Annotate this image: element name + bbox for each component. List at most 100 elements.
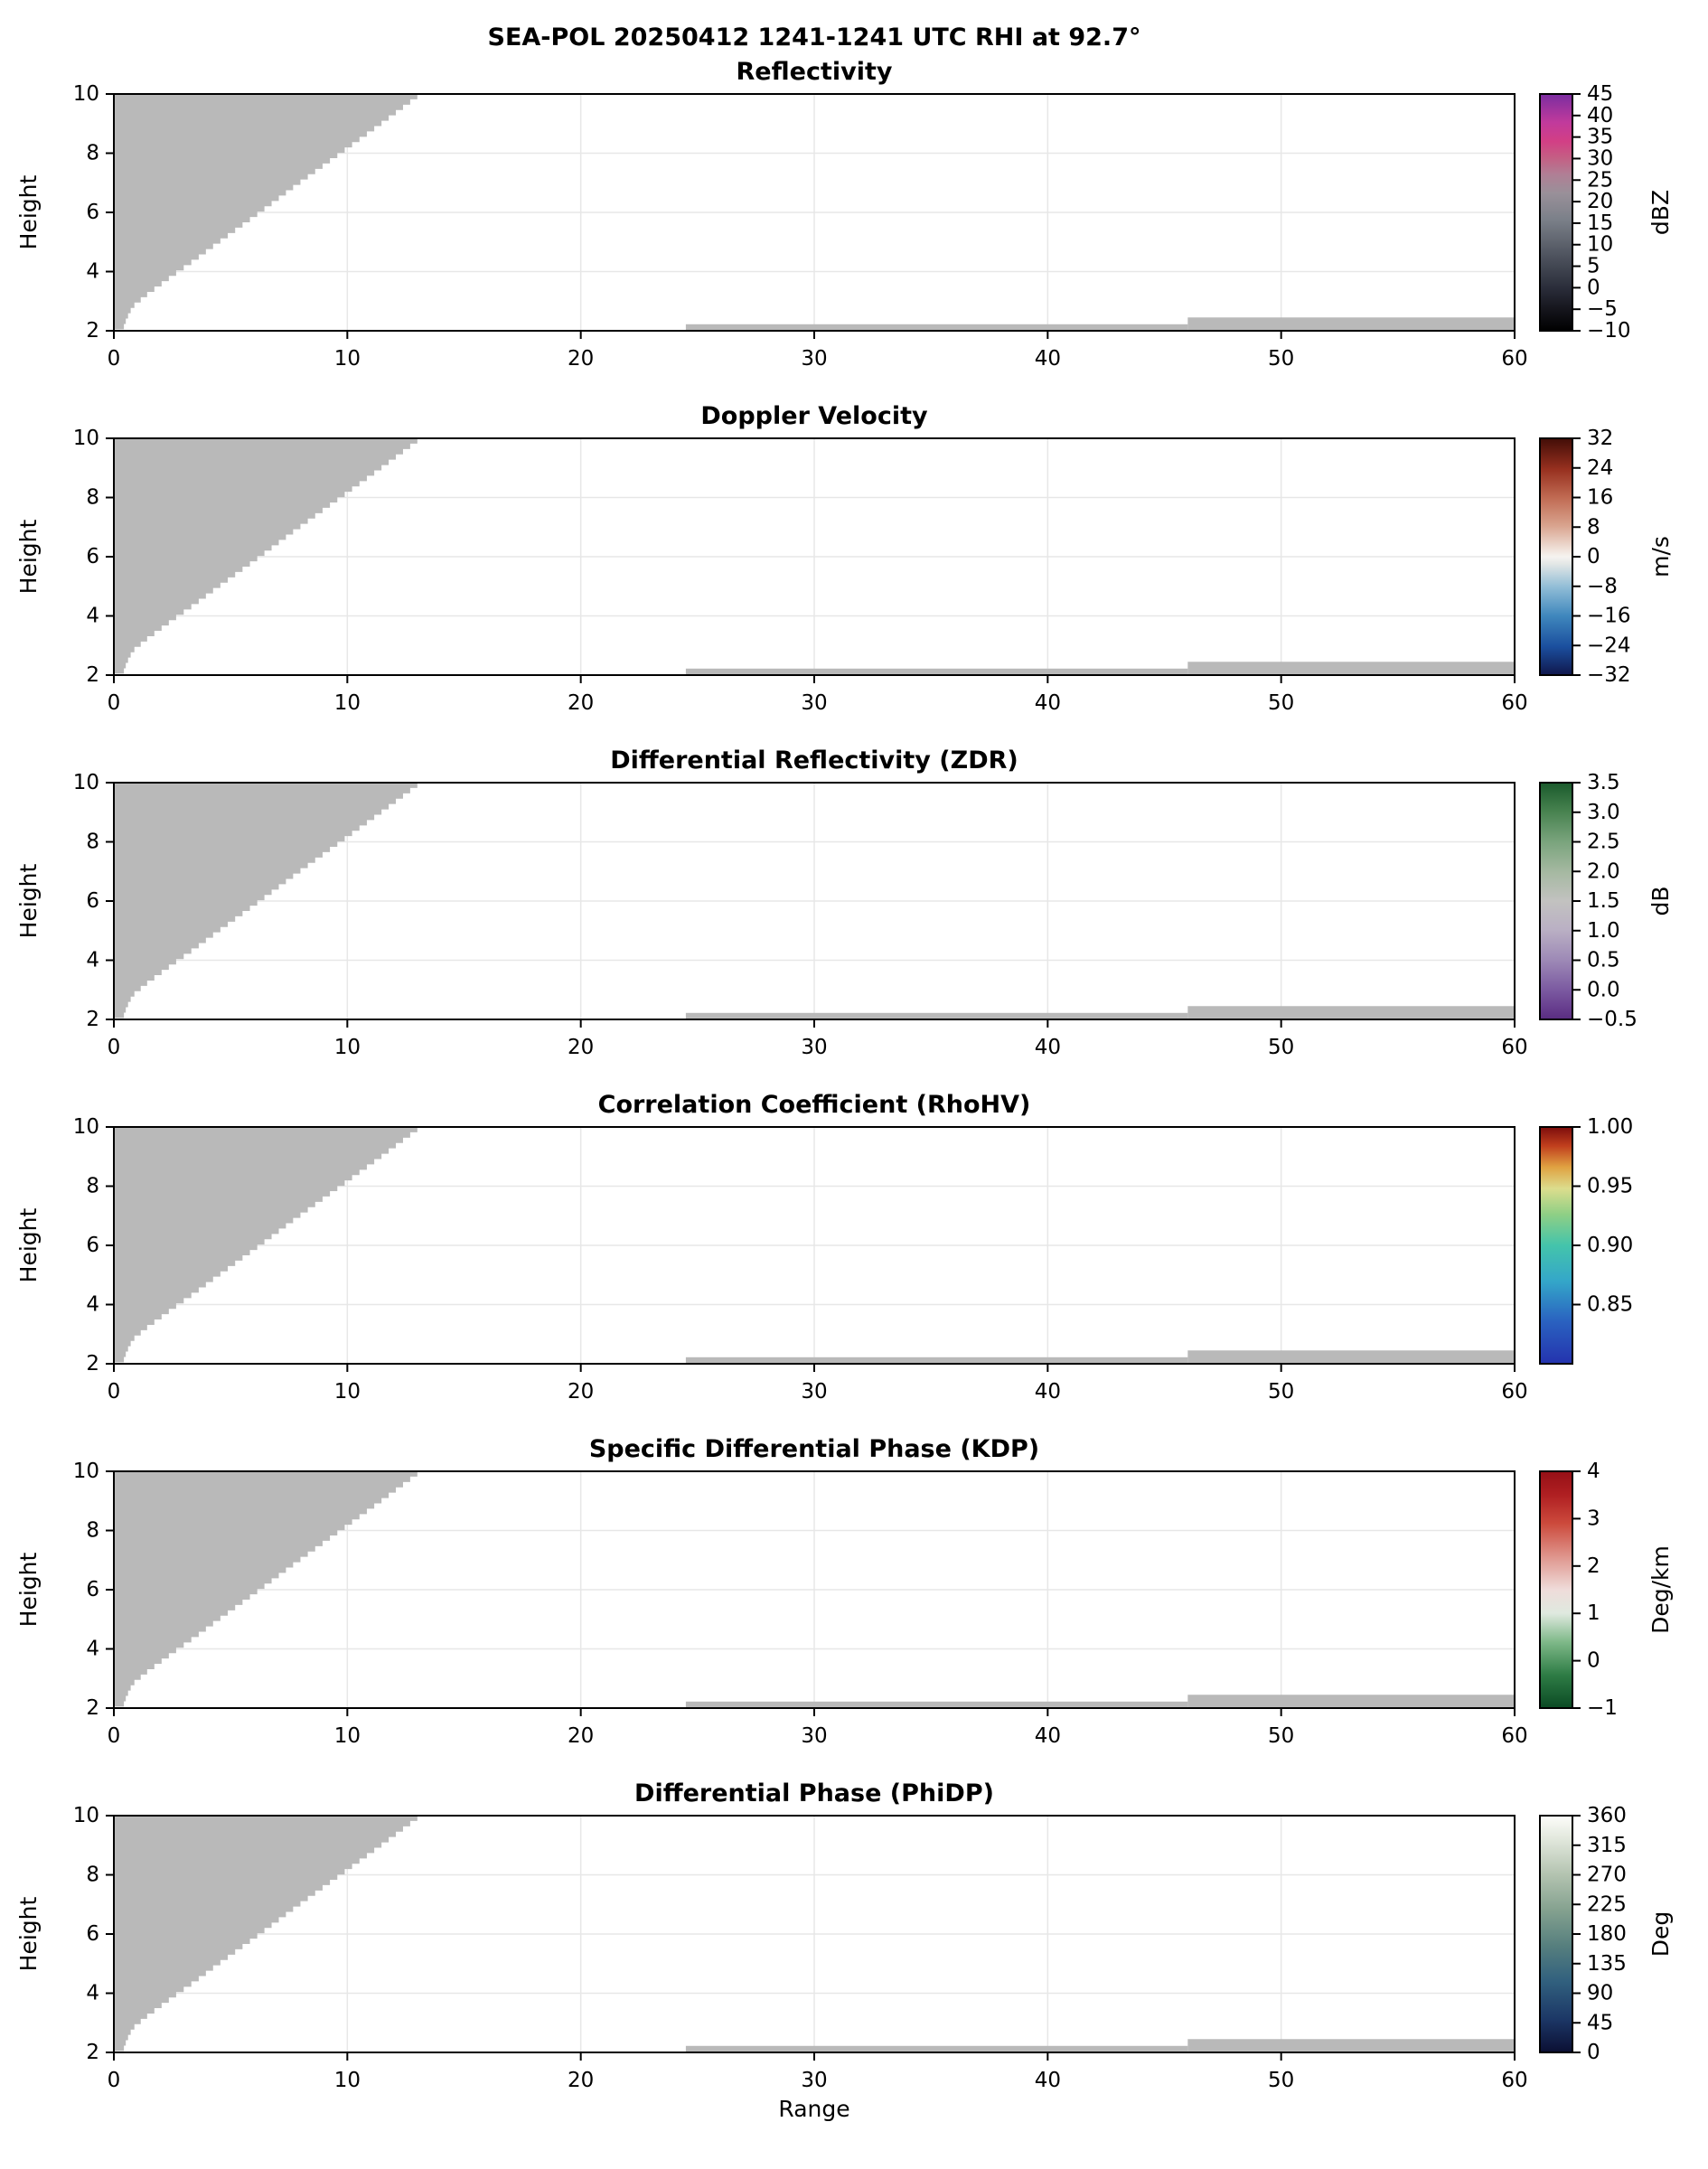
colorbar-tick-label: 315 — [1587, 1834, 1627, 1857]
colorbar-tick-label: 2.5 — [1587, 831, 1620, 854]
colorbar-tick-label: 0 — [1587, 1649, 1600, 1673]
y-tick-label: 2 — [86, 1008, 99, 1031]
colorbar-tick-label: 180 — [1587, 1922, 1627, 1946]
y-axis-label: Height — [15, 863, 42, 938]
x-tick-label: 10 — [334, 1380, 361, 1404]
no-data-wedge — [114, 1816, 418, 2052]
x-tick-label: 40 — [1035, 1036, 1061, 1059]
colorbar-tick-label: 15 — [1587, 211, 1613, 235]
colorbar-tick-label: 270 — [1587, 1864, 1627, 1887]
colorbar-tick-label: 0 — [1587, 545, 1600, 568]
colorbar-tick-label: 0.85 — [1587, 1293, 1633, 1317]
y-tick-label: 2 — [86, 1352, 99, 1376]
colorbar — [1540, 1816, 1572, 2052]
x-tick-label: 30 — [801, 1724, 827, 1748]
y-axis-label: Height — [15, 1207, 42, 1282]
x-tick-label: 30 — [801, 691, 827, 715]
no-data-strip — [685, 1357, 1188, 1364]
figure-title: SEA-POL 20250412 1241-1241 UTC RHI at 92… — [488, 23, 1141, 52]
x-tick-label: 60 — [1501, 2069, 1527, 2092]
x-tick-label: 40 — [1035, 347, 1061, 371]
x-tick-label: 50 — [1268, 1036, 1294, 1059]
y-tick-label: 10 — [73, 82, 99, 106]
colorbar-tick-label: 45 — [1587, 2011, 1613, 2034]
colorbar-tick-label: 1.0 — [1587, 919, 1620, 943]
colorbar-tick-label: 24 — [1587, 456, 1613, 480]
colorbar-tick-label: 0.95 — [1587, 1175, 1633, 1198]
x-tick-label: 40 — [1035, 1380, 1061, 1404]
x-tick-label: 10 — [334, 691, 361, 715]
y-axis-label: Height — [15, 519, 42, 594]
colorbar-tick-label: −8 — [1587, 575, 1618, 598]
colorbar-tick-label: 3.5 — [1587, 771, 1620, 794]
no-data-wedge — [114, 94, 418, 330]
x-tick-label: 50 — [1268, 347, 1294, 371]
colorbar-tick-label: −24 — [1587, 634, 1631, 657]
colorbar-tick-label: 45 — [1587, 82, 1613, 106]
colorbar-tick-label: 10 — [1587, 233, 1613, 257]
panel-3: Differential Reflectivity (ZDR)0 10 20 30 40… — [15, 746, 1674, 1059]
y-tick-label: 2 — [86, 319, 99, 343]
colorbar-tick-label: 32 — [1587, 427, 1613, 450]
colorbar-tick-label: 0.0 — [1587, 978, 1620, 1001]
panel-title: Doppler Velocity — [700, 402, 928, 430]
y-tick-label: 8 — [86, 831, 99, 854]
x-tick-label: 50 — [1268, 691, 1294, 715]
no-data-strip — [1187, 1350, 1515, 1364]
no-data-strip — [1187, 1695, 1515, 1708]
panel-5: Specific Differential Phase (KDP)0 10 20 30… — [15, 1435, 1674, 1748]
y-tick-label: 8 — [86, 486, 99, 510]
y-tick-label: 10 — [73, 1804, 99, 1827]
x-axis-label: Range — [778, 2096, 849, 2122]
x-tick-label: 10 — [334, 347, 361, 371]
no-data-strip — [1187, 317, 1515, 331]
colorbar-tick-label: 135 — [1587, 1952, 1627, 1976]
colorbar-unit-label: Deg — [1647, 1911, 1674, 1958]
x-tick-label: 30 — [801, 347, 827, 371]
x-tick-label: 60 — [1501, 1380, 1527, 1404]
y-tick-label: 4 — [86, 260, 99, 284]
y-tick-label: 8 — [86, 1175, 99, 1198]
colorbar-tick-label: 40 — [1587, 104, 1613, 127]
x-tick-label: 50 — [1268, 2069, 1294, 2092]
colorbar-border — [1539, 1470, 1573, 1709]
colorbar-tick-label: 2 — [1587, 1554, 1600, 1578]
y-tick-label: 4 — [86, 949, 99, 972]
y-tick-label: 2 — [86, 663, 99, 687]
colorbar-unit-label: Deg/km — [1647, 1545, 1674, 1634]
colorbar-unit-label: dB — [1647, 886, 1674, 915]
colorbar — [1540, 1471, 1572, 1708]
colorbar-tick-label: 25 — [1587, 168, 1613, 192]
y-tick-label: 10 — [73, 1460, 99, 1483]
x-tick-label: 20 — [568, 1380, 594, 1404]
colorbar-tick-label: 1.00 — [1587, 1115, 1633, 1139]
colorbar-tick-label: 4 — [1587, 1460, 1600, 1483]
x-tick-label: 30 — [801, 2069, 827, 2092]
x-tick-label: 60 — [1501, 691, 1527, 715]
colorbar-tick-label: 1 — [1587, 1601, 1600, 1625]
x-tick-label: 20 — [568, 691, 594, 715]
colorbar-tick-label: 35 — [1587, 126, 1613, 149]
x-tick-label: 40 — [1035, 691, 1061, 715]
x-tick-label: 0 — [108, 1380, 121, 1404]
x-tick-label: 60 — [1501, 1036, 1527, 1059]
colorbar-tick-label: 360 — [1587, 1804, 1627, 1827]
y-tick-label: 6 — [86, 1234, 99, 1257]
colorbar-tick-label: 3 — [1587, 1507, 1600, 1530]
y-tick-label: 10 — [73, 427, 99, 450]
panel-title: Differential Reflectivity (ZDR) — [610, 746, 1018, 775]
y-tick-label: 6 — [86, 1578, 99, 1601]
colorbar-tick-label: 30 — [1587, 146, 1613, 170]
no-data-strip — [1187, 2039, 1515, 2052]
y-tick-label: 6 — [86, 889, 99, 913]
x-tick-label: 0 — [108, 1724, 121, 1748]
y-tick-label: 6 — [86, 545, 99, 568]
x-tick-label: 10 — [334, 1036, 361, 1059]
panel-title: Specific Differential Phase (KDP) — [589, 1435, 1039, 1463]
colorbar-tick-label: −5 — [1587, 297, 1618, 321]
x-tick-label: 20 — [568, 347, 594, 371]
panel-6: Differential Phase (PhiDP)0 10 20 30 40 50 602… — [15, 1779, 1674, 2092]
x-tick-label: 60 — [1501, 347, 1527, 371]
